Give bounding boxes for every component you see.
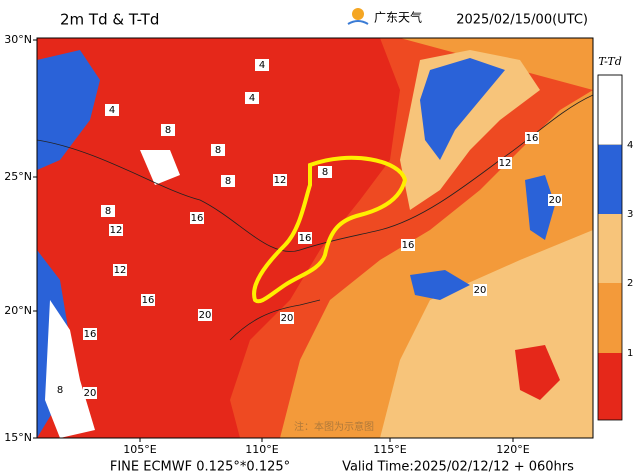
contour-label-bg	[318, 166, 332, 178]
watermark: 注：本图为示意图	[294, 420, 374, 433]
logo-text: 广东天气	[374, 10, 422, 25]
logo-wave	[347, 20, 369, 25]
contour-label: 16	[142, 295, 155, 306]
contour-label-bg	[298, 232, 312, 244]
contour-label-bg	[273, 174, 287, 186]
model-label: FINE ECMWF 0.125°*0.125°	[110, 460, 290, 475]
contour-label: 20	[84, 388, 97, 399]
contour-label: 8	[225, 176, 231, 187]
coastline	[229, 299, 321, 341]
map-frame	[36, 37, 594, 439]
lat-label: 25°N	[4, 170, 32, 183]
contour-label-bg	[161, 124, 175, 136]
contour-label-bg	[113, 264, 127, 276]
colorbar-box	[598, 145, 622, 214]
contour-label-bg	[109, 224, 123, 236]
colorbar-box	[598, 214, 622, 283]
contour-label: 20	[549, 195, 562, 206]
logo-sun	[352, 8, 364, 20]
contour-label: 4	[109, 105, 115, 116]
contour-label: 16	[526, 133, 539, 144]
contour-label: 4	[249, 93, 255, 104]
contour-label: 20	[281, 313, 294, 324]
contour-label-bg	[198, 309, 212, 321]
highlight-outline	[252, 155, 408, 304]
contour-label-bg	[245, 92, 259, 104]
white-patch	[140, 150, 180, 185]
contour-label-bg	[473, 284, 487, 296]
colorbar-title: T-Td	[598, 55, 622, 68]
contour-label: 12	[499, 158, 512, 169]
lat-label: 30°N	[4, 33, 32, 46]
contour-label: 8	[165, 125, 171, 136]
contour-label-bg	[280, 312, 294, 324]
contour-label-bg	[101, 205, 115, 217]
lon-label: 120°E	[496, 443, 529, 456]
blue-patch	[420, 58, 505, 160]
contour-label: 16	[84, 329, 97, 340]
contour-label: 20	[474, 285, 487, 296]
contour-label: 12	[110, 225, 123, 236]
contour-label: 16	[299, 233, 312, 244]
contour-label-bg	[548, 194, 562, 206]
contour-label: 16	[402, 240, 415, 251]
colorbar-box	[598, 353, 622, 420]
contour-label-bg	[105, 104, 119, 116]
blue-patch	[410, 270, 470, 300]
contour-label-bg	[83, 387, 97, 399]
red-patch	[515, 345, 560, 400]
contour-label-bg	[525, 132, 539, 144]
colorbar-label: 2	[627, 278, 633, 289]
colorbar	[597, 74, 623, 421]
contour-label: 8	[105, 206, 111, 217]
contour-label-bg	[53, 384, 67, 396]
taiwan-patch	[525, 175, 555, 240]
lat-label: 20°N	[4, 304, 32, 317]
lon-label: 110°E	[245, 443, 278, 456]
contour-label-bg	[83, 328, 97, 340]
contour-label: 8	[322, 167, 328, 178]
colorbar-label: 4	[627, 140, 633, 151]
colorbar-box	[597, 74, 623, 146]
contour-label: 8	[215, 145, 221, 156]
lon-label: 105°E	[123, 443, 156, 456]
contour-label: 8	[57, 385, 63, 396]
contour-label-bg	[255, 59, 269, 71]
colorbar-frame	[597, 74, 623, 421]
contour-label: 12	[114, 265, 127, 276]
valid-time: Valid Time:2025/02/12/12 + 060hrs	[342, 460, 574, 475]
contour-label-bg	[498, 157, 512, 169]
contour-label: 20	[199, 310, 212, 321]
lon-label: 115°E	[373, 443, 406, 456]
colorbar-label: 1	[627, 348, 633, 359]
contour-label-bg	[211, 144, 225, 156]
contour-label: 12	[274, 175, 287, 186]
blue-patch	[37, 50, 100, 170]
red-region	[37, 38, 400, 438]
title: 2m Td & T-Td	[60, 11, 159, 29]
valid-stamp: 2025/02/15/00(UTC)	[456, 13, 588, 28]
contour-label-bg	[141, 294, 155, 306]
contour-label-bg	[221, 175, 235, 187]
contour-label-bg	[190, 212, 204, 224]
colorbar-label: 3	[627, 209, 633, 220]
white-patch	[45, 300, 95, 438]
colorbar-box	[598, 283, 622, 353]
contour-label-bg	[401, 239, 415, 251]
map	[36, 37, 594, 439]
contour-label: 4	[259, 60, 265, 71]
lat-label: 15°N	[4, 431, 32, 444]
contour-label: 16	[191, 213, 204, 224]
